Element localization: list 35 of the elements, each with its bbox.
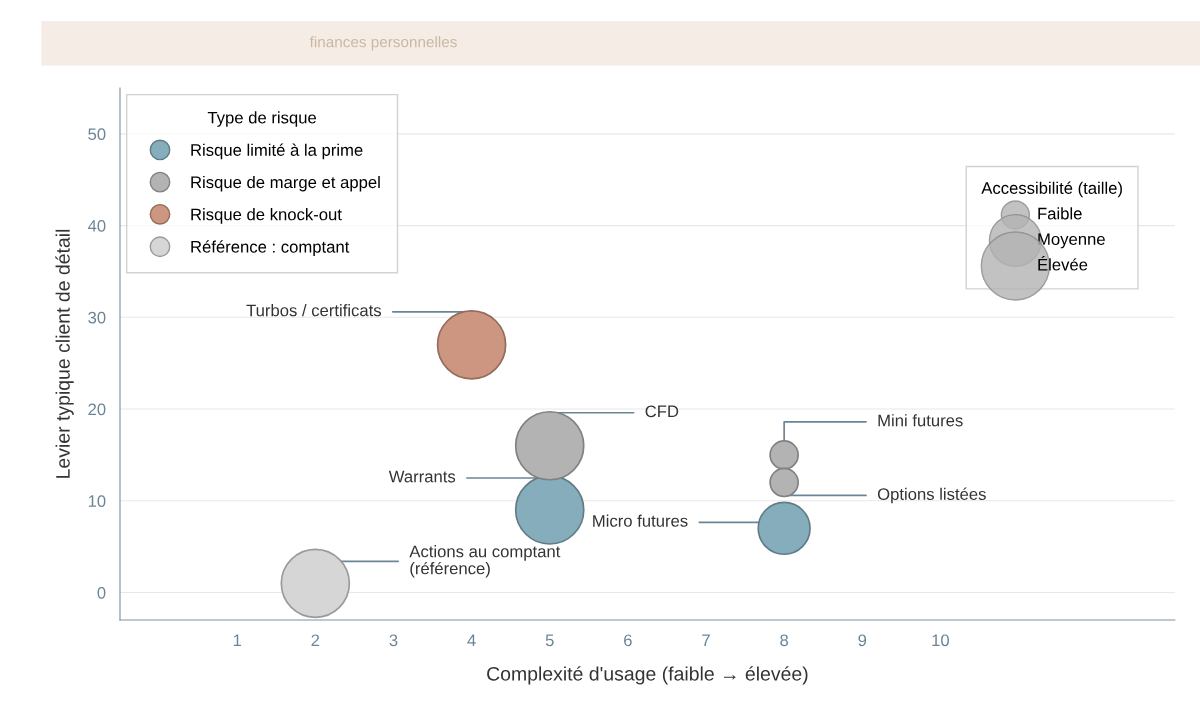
x-tick-label: 10 (932, 634, 950, 647)
x-tick-label: 2 (311, 634, 320, 647)
legend-label: Élevée (1038, 255, 1088, 271)
x-tick-label: 8 (780, 634, 789, 647)
x-axis-title: Complexité d'usage (faible → élevée) (487, 666, 808, 685)
x-tick-label: 9 (858, 634, 867, 647)
x-tick-label: 6 (624, 634, 632, 647)
y-axis-title: Levier typique client de détail (55, 229, 74, 478)
legend-label: Moyenne (1038, 233, 1105, 249)
legend-label: Référence : comptant (191, 240, 350, 257)
annotation: CFD (645, 405, 679, 418)
y-tick-label: 40 (87, 219, 106, 232)
y-tick-label: 0 (97, 586, 106, 599)
x-tick-label: 7 (702, 634, 710, 647)
annotation: Turbos / certificats (246, 304, 382, 317)
text: Accessibilité (taille) (981, 181, 1122, 198)
x-tick-label: 5 (545, 634, 554, 647)
legend-label: Risque de knock-out (191, 208, 342, 224)
y-tick-label: 10 (88, 495, 106, 507)
y-tick-label: 50 (88, 128, 106, 141)
annotation: Actions au comptant (référence) (409, 545, 561, 578)
y-tick-label: 30 (88, 311, 106, 324)
annotation: Options listées (877, 487, 986, 504)
legend-label: Faible (1038, 207, 1082, 220)
x-tick-label: 4 (467, 634, 476, 647)
annotation: Micro futures (593, 514, 688, 527)
annotation: Mini futures (878, 414, 963, 427)
annotation: Warrants (388, 470, 456, 483)
x-tick-label: 3 (389, 634, 398, 647)
legend-label: Risque de marge et appel (191, 175, 380, 192)
legend-label: Risque limité à la prime (191, 143, 363, 160)
y-tick-label: 20 (88, 403, 106, 416)
x-tick-label: 1 (233, 634, 242, 647)
text: Type de risque (207, 111, 317, 127)
chart-subtitle: finances personnelles (309, 36, 457, 51)
